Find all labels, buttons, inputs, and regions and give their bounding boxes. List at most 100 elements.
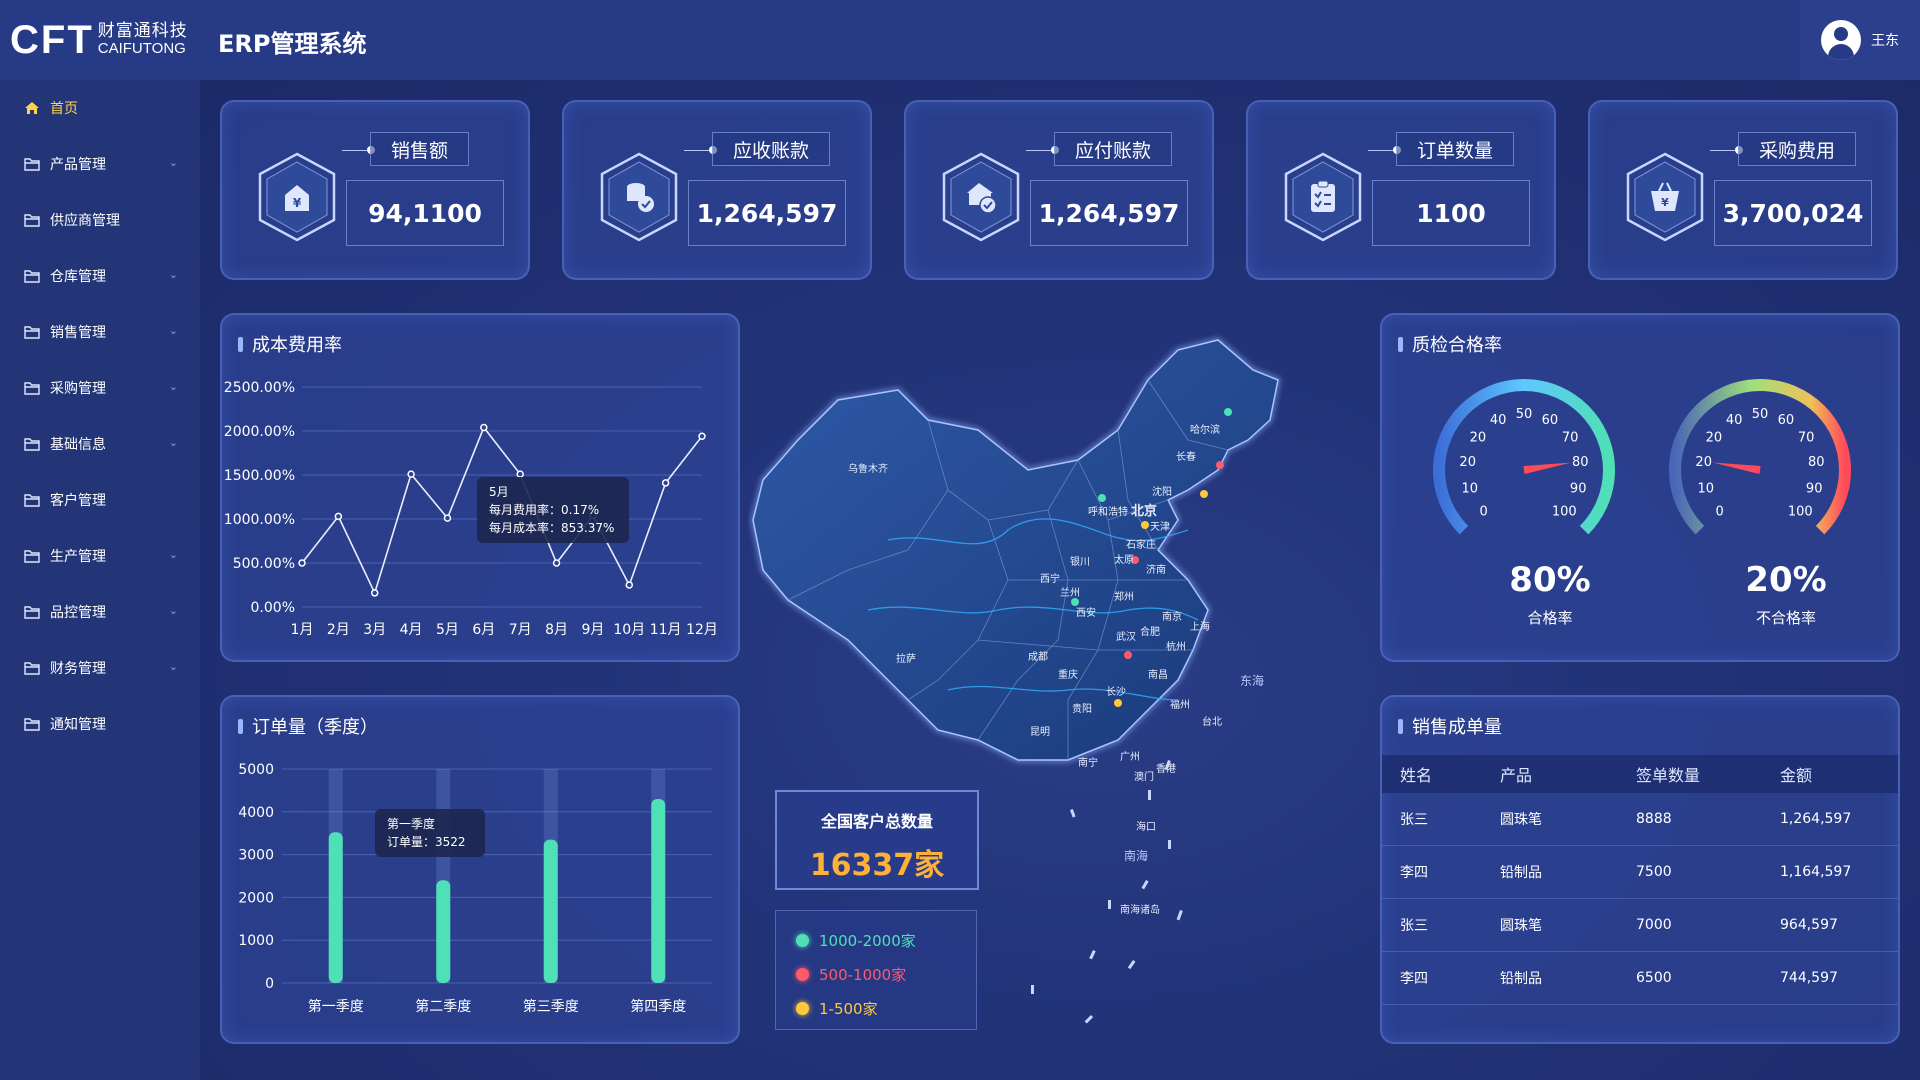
data-point[interactable] — [625, 581, 634, 589]
data-point[interactable] — [334, 512, 343, 521]
gauge-tick-label: 80 — [1808, 455, 1825, 470]
x-tick-label: 第二季度 — [415, 998, 471, 1015]
city-label: 太原 — [1114, 553, 1134, 566]
data-point[interactable] — [698, 432, 706, 441]
city-label: 拉萨 — [896, 652, 916, 665]
y-tick-label: 3000 — [238, 848, 274, 864]
marker-xian[interactable] — [1071, 598, 1079, 606]
table-cell: 6500 — [1636, 970, 1672, 986]
sidebar-item[interactable]: 首页 — [0, 80, 200, 136]
chevron-down-icon: ⌄ — [168, 324, 178, 337]
data-point[interactable] — [661, 479, 670, 487]
col-header-count[interactable]: 签单数量 — [1636, 766, 1701, 785]
legend-dot-icon — [796, 933, 809, 947]
marker-shijiazhuang[interactable] — [1131, 556, 1139, 564]
gauge-tick-label: 90 — [1806, 482, 1823, 497]
col-header-name[interactable]: 姓名 — [1400, 766, 1433, 785]
city-label: 西宁 — [1040, 572, 1060, 585]
cost-rate-panel: 成本费用率 0.00% 500.00% 1000.00% 1500.00% 2000.0… — [220, 313, 740, 662]
y-tick-label: 2500.00% — [224, 380, 295, 396]
sidebar-item[interactable]: 供应商管理 — [0, 192, 200, 248]
table-row[interactable]: 张三 圆珠笔 7000 964,597 — [1382, 899, 1898, 952]
marker-hohhot[interactable] — [1098, 494, 1106, 502]
y-tick-label: 2000 — [238, 890, 274, 906]
sidebar-item[interactable]: 品控管理 ⌄ — [0, 584, 200, 640]
city-label: 昆明 — [1030, 726, 1050, 738]
marker-changchun[interactable] — [1216, 461, 1224, 469]
gauge-tick-label: 0 — [1716, 504, 1724, 519]
legend-item: 500-1000家 — [796, 957, 976, 991]
data-point[interactable] — [370, 589, 379, 597]
sidebar-item[interactable]: 通知管理 — [0, 696, 200, 752]
marker-wuhan[interactable] — [1124, 651, 1132, 659]
user-menu[interactable]: 王东 — [1800, 0, 1920, 80]
folder-icon — [24, 549, 40, 563]
cost-rate-title: 成本费用率 — [252, 335, 342, 356]
kpi-label: 销售额 — [370, 132, 470, 166]
cost-rate-line-chart[interactable]: 0.00% 500.00% 1000.00% 1500.00% 2000.00% 2500… — [222, 315, 738, 660]
legend-label: 1000-2000家 — [819, 931, 916, 950]
marker-harbin[interactable] — [1224, 408, 1232, 416]
user-name[interactable]: 王东 — [1871, 33, 1899, 49]
x-tick-label: 11月 — [650, 622, 682, 638]
sidebar-item[interactable]: 基础信息 ⌄ — [0, 416, 200, 472]
company-logo[interactable]: CFT 财富通科技 CAIFUTONG — [10, 18, 188, 62]
city-label: 呼和浩特 — [1088, 506, 1128, 518]
table-cell: 铅制品 — [1500, 971, 1542, 987]
order-tooltip: 第一季度 订单量：3522 — [375, 809, 485, 857]
table-cell: 1,264,597 — [1780, 811, 1852, 827]
sidebar-item[interactable]: 销售管理 ⌄ — [0, 304, 200, 360]
legend-dot-icon — [796, 967, 809, 981]
kpi-card[interactable]: 订单数量 1100 — [1246, 100, 1556, 280]
kpi-card[interactable]: 应收账款 1,264,597 — [562, 100, 872, 280]
data-point[interactable] — [298, 559, 306, 567]
y-tick-label: 1000 — [238, 933, 274, 949]
sidebar-item[interactable]: 仓库管理 ⌄ — [0, 248, 200, 304]
kpi-card[interactable]: ¥ 采购费用 3,700,024 — [1588, 100, 1898, 280]
sidebar-item[interactable]: 客户管理 — [0, 472, 200, 528]
col-header-product[interactable]: 产品 — [1500, 766, 1533, 785]
tooltip-title: 第一季度 — [387, 817, 436, 831]
bar[interactable] — [436, 880, 451, 983]
sidebar-item[interactable]: 生产管理 ⌄ — [0, 528, 200, 584]
bar[interactable] — [328, 832, 343, 983]
city-label: 杭州 — [1166, 640, 1186, 653]
table-row[interactable]: 张三 圆珠笔 8888 1,264,597 — [1382, 793, 1898, 846]
data-point[interactable] — [552, 559, 561, 567]
marker-changsha[interactable] — [1114, 699, 1122, 707]
svg-text:¥: ¥ — [1661, 196, 1669, 209]
sidebar-item[interactable]: 财务管理 ⌄ — [0, 640, 200, 696]
data-point[interactable] — [407, 470, 415, 478]
city-label: 南京 — [1162, 610, 1182, 623]
table-header: 姓名 产品 签单数量 金额 — [1382, 755, 1898, 793]
table-cell: 8888 — [1636, 811, 1672, 827]
gauge-tick-label: 10 — [1462, 482, 1479, 497]
bar[interactable] — [651, 798, 666, 983]
marker-shenyang[interactable] — [1200, 490, 1208, 498]
table-cell: 1,164,597 — [1780, 864, 1852, 880]
col-header-amount[interactable]: 金额 — [1780, 766, 1813, 785]
kpi-card[interactable]: ¥ 销售额 94,1100 — [220, 100, 530, 280]
user-avatar-icon[interactable] — [1821, 20, 1861, 60]
bar[interactable] — [543, 839, 558, 983]
kpi-card[interactable]: 应付账款 1,264,597 — [904, 100, 1214, 280]
sidebar-item[interactable]: 采购管理 ⌄ — [0, 360, 200, 416]
y-tick-label: 500.00% — [233, 556, 295, 572]
x-tick-label: 2月 — [327, 622, 350, 638]
city-label: 武汉 — [1116, 630, 1136, 643]
city-label: 香港 — [1156, 763, 1176, 775]
city-markers[interactable] — [1071, 408, 1232, 707]
table-row[interactable]: 李四 铅制品 7500 1,164,597 — [1382, 846, 1898, 899]
data-point[interactable] — [480, 423, 488, 432]
data-point[interactable] — [443, 514, 452, 522]
kpi-value: 1,264,597 — [688, 180, 846, 246]
legend-label: 1-500家 — [819, 999, 878, 1018]
kpi-value: 1100 — [1372, 180, 1530, 246]
sidebar-item[interactable]: 产品管理 ⌄ — [0, 136, 200, 192]
marker-beijing[interactable] — [1141, 521, 1149, 529]
table-row[interactable]: 李四 铅制品 6500 744,597 — [1382, 952, 1898, 1005]
table-cell: 铅制品 — [1500, 865, 1542, 881]
